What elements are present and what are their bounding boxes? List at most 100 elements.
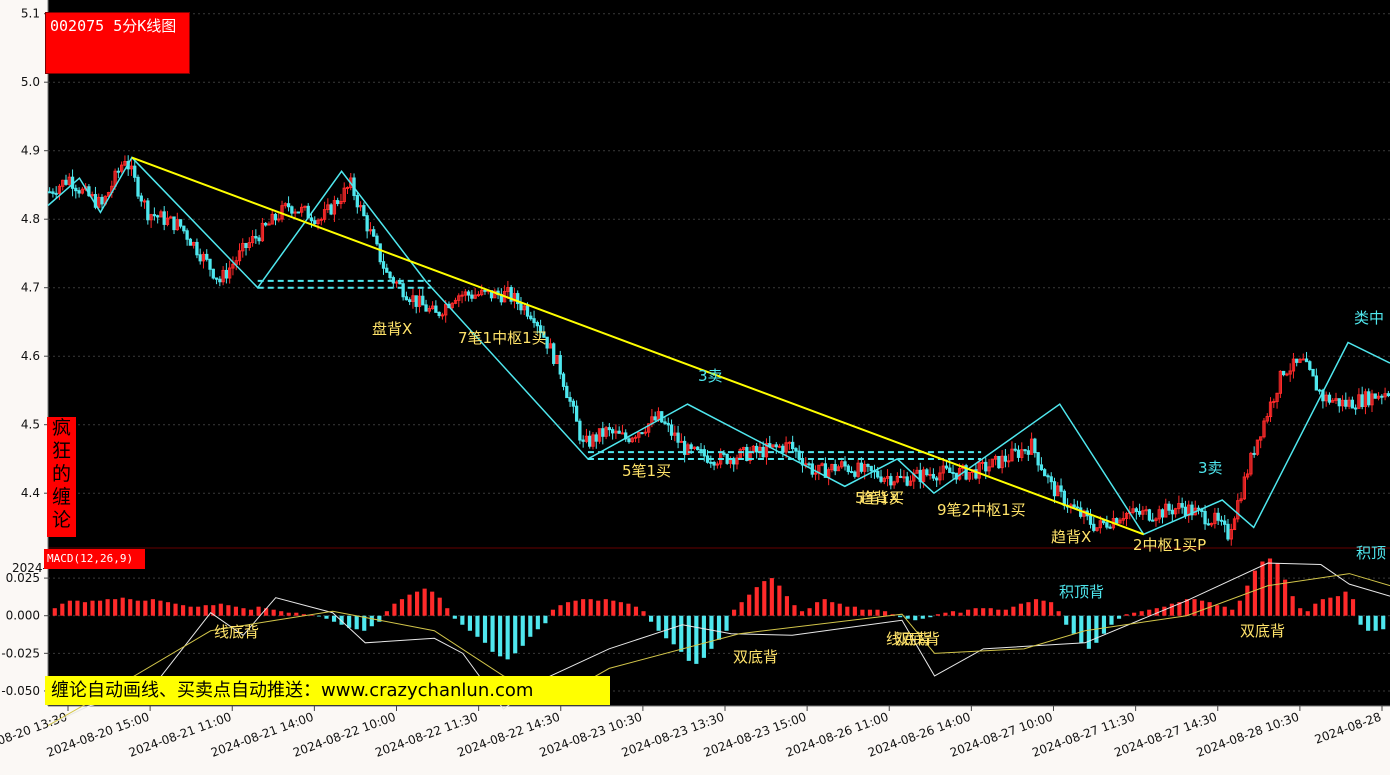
candle-body: [679, 440, 684, 443]
candle-body: [172, 216, 176, 231]
candle-body: [574, 405, 579, 422]
candle-body: [859, 462, 864, 472]
stock-code: 002075: [50, 17, 105, 35]
candle-body: [912, 472, 916, 482]
candle-body: [1239, 498, 1243, 502]
candle-body: [578, 420, 582, 441]
candle-body: [201, 253, 206, 262]
candle-body: [358, 205, 363, 208]
macd-tick-label: -0.050: [1, 684, 40, 698]
candle-body: [93, 194, 98, 208]
macd-histogram: [52, 558, 1386, 664]
brand-char: 缠: [51, 486, 71, 508]
candle-body: [133, 165, 137, 178]
candle-body: [1209, 522, 1214, 526]
candle-body: [146, 200, 150, 221]
signal-label: 积顶背: [1059, 583, 1104, 601]
candle-body: [316, 219, 320, 225]
candle-body: [224, 269, 229, 279]
candle-body: [1010, 448, 1014, 462]
candle-body: [424, 304, 428, 312]
candle-body: [565, 385, 569, 399]
price-tick-label: 4.7: [21, 281, 40, 295]
candle-body: [1265, 416, 1269, 422]
candle-body: [1340, 399, 1345, 407]
candle-body: [332, 200, 337, 215]
candle-body: [208, 258, 212, 270]
zhongshu-boxes: [257, 279, 982, 460]
candle-body: [64, 179, 68, 185]
candle-body: [257, 237, 261, 242]
candle-body: [120, 164, 124, 172]
candle-body: [1007, 460, 1011, 463]
candle-body: [450, 302, 454, 309]
candle-body: [129, 165, 134, 170]
candle-body: [1295, 358, 1299, 363]
candle-body: [614, 430, 618, 434]
candle-body: [290, 206, 294, 214]
candle-body: [843, 461, 847, 467]
candle-body: [555, 355, 559, 364]
candle-body: [774, 444, 778, 448]
candle-body: [584, 435, 589, 442]
candle-body: [823, 463, 828, 478]
candle-body: [525, 305, 530, 317]
candle-body: [260, 222, 265, 242]
candle-body: [522, 305, 526, 311]
candle-body: [967, 472, 972, 480]
candle-body: [1101, 520, 1106, 524]
candle-body: [1344, 399, 1348, 407]
candle-body: [165, 217, 170, 225]
candle-body: [74, 187, 78, 192]
candle-body: [938, 472, 942, 481]
candle-body: [345, 186, 350, 189]
candle-body: [980, 461, 985, 464]
candle-body: [434, 305, 438, 313]
price-axis-ticks: 5.1 5.0 4.9 4.8 4.7 4.6 4.5 4.4: [21, 7, 48, 500]
candle-body: [1252, 452, 1256, 455]
candle-body: [296, 211, 301, 214]
candle-body: [640, 432, 644, 435]
candle-body: [156, 215, 160, 218]
candle-body: [1232, 518, 1237, 531]
candle-body: [97, 196, 101, 208]
candle-body: [709, 461, 713, 464]
candle-body: [1121, 517, 1125, 521]
candle-body: [889, 476, 893, 486]
candle-body: [1177, 503, 1181, 510]
candle-body: [813, 472, 818, 475]
candle-body: [470, 294, 474, 299]
candle-body: [787, 441, 792, 444]
candle-body: [1334, 398, 1338, 401]
candle-body: [47, 191, 52, 194]
brand-char: 疯: [51, 417, 71, 439]
candle-body: [902, 476, 906, 479]
candle-body: [77, 190, 81, 194]
candle-body: [853, 471, 857, 477]
candle-body: [1291, 358, 1296, 372]
candle-body: [1308, 361, 1312, 370]
candle-body: [1370, 393, 1374, 406]
candle-body: [300, 206, 304, 213]
candle-body: [1249, 452, 1253, 475]
candle-body: [542, 332, 546, 338]
signal-label: 9笔2中枢1买: [937, 501, 1026, 519]
chart-title-box: 002075 5分K线图: [45, 12, 190, 74]
candle-body: [984, 461, 988, 472]
candle-body: [1347, 399, 1351, 407]
macd-tick-label: 0.025: [6, 571, 40, 585]
candle-body: [90, 194, 94, 197]
candle-body: [211, 268, 215, 279]
signal-label: 双底背: [1240, 622, 1285, 640]
price-tick-label: 4.6: [21, 349, 40, 363]
signal-label: 3卖: [698, 367, 723, 385]
candle-body: [185, 230, 189, 240]
brand-vertical-label: 疯 狂 的 缠 论: [47, 417, 76, 537]
candle-body: [682, 440, 687, 455]
candle-body: [548, 343, 553, 349]
candle-body: [237, 250, 242, 262]
candle-body: [1154, 518, 1158, 522]
candle-body: [1350, 399, 1355, 409]
candle-body: [997, 455, 1001, 469]
